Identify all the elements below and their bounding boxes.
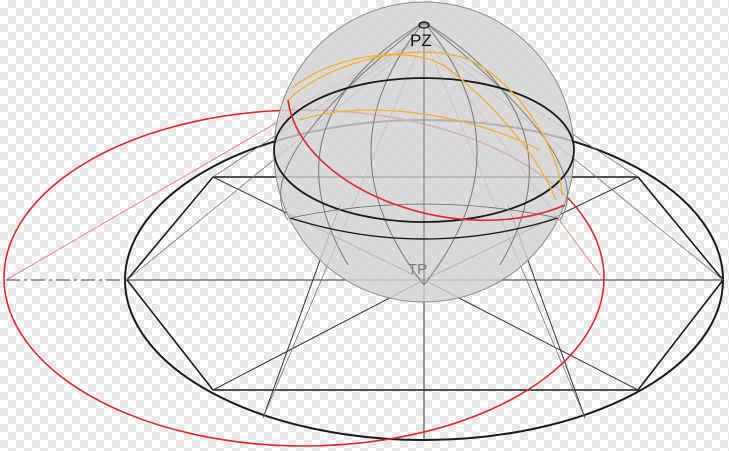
sphere-lower-parallel-back xyxy=(289,203,559,219)
sphere-great-circles xyxy=(287,51,563,201)
sphere-equator xyxy=(273,77,575,223)
sphere-lower-parallel xyxy=(289,217,559,240)
zenith-label: PZ xyxy=(410,31,432,50)
zenith-point xyxy=(418,21,430,29)
sphere-red-circle xyxy=(287,99,566,222)
tangent-point-label: TP xyxy=(408,261,427,278)
